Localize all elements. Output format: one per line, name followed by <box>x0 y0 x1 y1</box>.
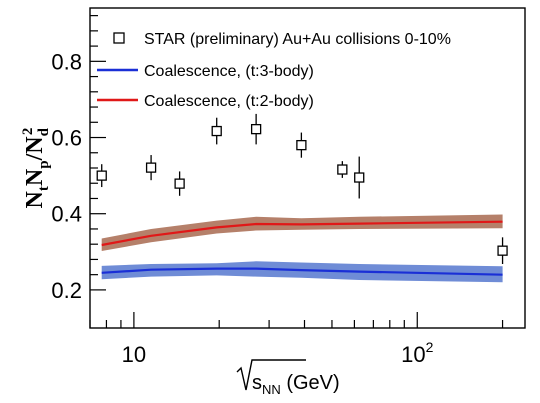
legend-label: Coalescence, (t:2-body) <box>144 93 314 110</box>
band-2 <box>101 214 503 251</box>
theory-lines <box>101 220 503 276</box>
data-point <box>96 170 107 181</box>
data-point <box>354 172 365 183</box>
x-axis-title: sNN (GeV) <box>236 359 340 397</box>
data-point <box>296 139 307 151</box>
band-1 <box>101 261 503 283</box>
data-point <box>211 125 222 137</box>
svg-text:sNN (GeV): sNN (GeV) <box>252 372 340 397</box>
data-point <box>174 178 185 189</box>
data-point <box>145 162 157 173</box>
x-label-sub: NN <box>262 382 281 397</box>
y-tick-label: 0.2 <box>51 278 82 303</box>
sqrt-symbol <box>236 359 306 391</box>
y-tick-label: 0.4 <box>51 202 82 227</box>
line-2 <box>101 220 503 247</box>
x-tick-label: 102 <box>401 339 433 367</box>
data-point <box>250 123 262 135</box>
legend-marker-square <box>113 32 125 44</box>
svg-text:NtNp/Nd2: NtNp/Nd2 <box>20 127 52 208</box>
star-data-points <box>96 113 508 264</box>
x-label-unit: (GeV) <box>281 372 340 394</box>
line-1 <box>101 267 503 276</box>
legend-label: Coalescence, (t:3-body) <box>144 63 314 80</box>
x-label-main: s <box>252 372 262 394</box>
y-tick-label: 0.8 <box>51 49 82 74</box>
legend: STAR (preliminary) Au+Au collisions 0-10… <box>97 31 451 110</box>
legend-label: STAR (preliminary) Au+Au collisions 0-10… <box>144 31 451 48</box>
x-tick-label: 10 <box>122 342 146 367</box>
axes: 0.2 0.4 0.6 0.8 10 102 <box>51 15 504 367</box>
data-point <box>497 245 508 256</box>
y-tick-label: 0.6 <box>51 126 82 151</box>
y-axis-title: NtNp/Nd2 <box>20 127 52 208</box>
data-point <box>337 164 348 175</box>
